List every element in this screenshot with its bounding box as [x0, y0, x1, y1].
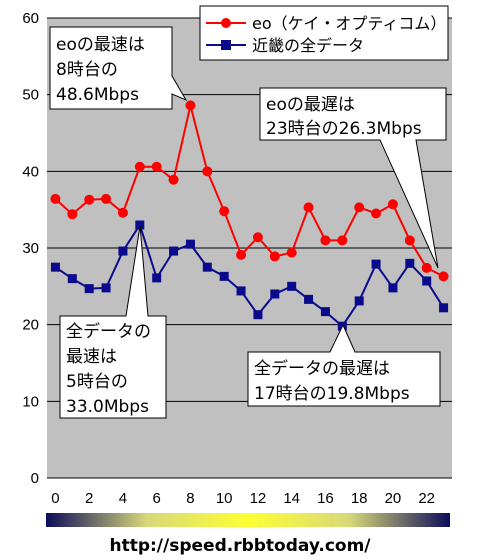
callout-line: 全データの最遅は — [254, 358, 390, 379]
data-point — [439, 303, 449, 313]
y-tick-label: 10 — [22, 393, 39, 410]
x-tick-label: 10 — [216, 490, 233, 507]
callout-box — [247, 323, 441, 407]
x-tick-label: 4 — [119, 490, 127, 507]
callout-box — [59, 225, 167, 419]
x-tick-label: 14 — [283, 490, 300, 507]
data-point — [404, 235, 415, 246]
data-point — [101, 193, 112, 204]
data-point — [303, 202, 314, 213]
data-point — [371, 208, 382, 219]
x-tick-label: 8 — [186, 490, 194, 507]
data-point — [151, 161, 162, 172]
data-point — [337, 235, 348, 246]
data-point — [253, 310, 263, 320]
callout-line: 23時台の26.3Mbps — [266, 119, 422, 139]
legend-label-eo: eo（ケイ・オプティコム） — [252, 14, 446, 33]
speed-chart: 0 10 20 30 40 50 60 0 2 4 6 8 10 12 14 16 18 20 22 eo（ケイ・… — [22, 5, 452, 527]
callout-eo-slowest: eoの最遅は 23時台の26.3Mbps — [259, 87, 447, 269]
data-point — [50, 193, 61, 204]
data-point — [67, 209, 78, 220]
data-point — [168, 174, 179, 185]
y-tick-label: 40 — [22, 163, 39, 180]
data-point — [270, 289, 280, 299]
data-point — [354, 296, 364, 306]
y-tick-label: 60 — [22, 10, 39, 27]
callout-line: 48.6Mbps — [56, 85, 139, 105]
legend: eo（ケイ・オプティコム） 近畿の全データ — [199, 5, 449, 61]
y-tick-label: 20 — [22, 317, 39, 334]
x-tick-label: 0 — [51, 490, 59, 507]
y-tick-label: 0 — [31, 470, 39, 487]
data-point — [84, 194, 95, 205]
callout-line: 17時台の19.8Mbps — [254, 384, 410, 404]
callout-box — [49, 26, 188, 110]
data-point — [320, 235, 331, 246]
data-point — [117, 207, 128, 218]
data-point — [50, 262, 60, 272]
legend-label-all: 近畿の全データ — [252, 36, 364, 55]
callout-line: 33.0Mbps — [66, 397, 149, 417]
x-tick-label: 12 — [250, 490, 267, 507]
data-point — [185, 100, 196, 111]
callout-line: 5時台の — [66, 372, 128, 392]
x-tick-label: 16 — [317, 490, 334, 507]
data-point — [236, 286, 246, 296]
x-tick-label: 22 — [418, 490, 435, 507]
x-tick-label: 20 — [385, 490, 402, 507]
data-point — [219, 271, 229, 281]
data-point — [320, 307, 330, 317]
data-point — [387, 199, 398, 210]
callout-line: 8時台の — [56, 60, 118, 80]
data-point — [118, 246, 128, 256]
y-axis-tick-labels: 0 10 20 30 40 50 60 — [22, 10, 39, 487]
series-kinki-all — [50, 220, 449, 331]
data-point — [135, 220, 145, 230]
callout-box — [259, 87, 447, 269]
callout-line: 全データの — [66, 321, 151, 342]
callout-all-slowest: 全データの最遅は 17時台の19.8Mbps — [247, 323, 441, 407]
y-tick-label: 30 — [22, 240, 39, 257]
data-point — [67, 274, 77, 284]
callout-line: eoの最速は — [56, 35, 145, 55]
x-tick-label: 6 — [153, 490, 161, 507]
legend-marker-eo — [221, 18, 231, 28]
data-point — [304, 294, 314, 304]
x-tick-label: 2 — [85, 490, 93, 507]
data-point — [101, 283, 111, 293]
data-point — [354, 202, 365, 213]
data-point — [236, 249, 247, 260]
source-url: http://speed.rbbtoday.com/ — [109, 536, 371, 556]
legend-box — [199, 5, 449, 61]
data-point — [202, 166, 213, 177]
data-point — [219, 206, 230, 217]
callout-all-fastest: 全データの 最速は 5時台の 33.0Mbps — [59, 225, 167, 419]
time-of-day-bar — [46, 513, 450, 527]
data-point — [438, 271, 449, 282]
data-point — [84, 284, 94, 294]
data-point — [287, 281, 297, 291]
legend-marker-all — [221, 40, 231, 50]
data-point — [371, 259, 381, 269]
series-eo — [50, 100, 449, 282]
data-point — [286, 247, 297, 258]
x-tick-label: 18 — [351, 490, 368, 507]
callout-line: 最速は — [66, 347, 117, 367]
data-point — [388, 283, 398, 293]
data-point — [134, 161, 145, 172]
data-point — [152, 273, 162, 283]
callout-eo-fastest: eoの最速は 8時台の 48.6Mbps — [49, 26, 188, 110]
callout-line: eoの最遅は — [266, 95, 355, 115]
data-point — [252, 232, 263, 243]
data-point — [202, 262, 212, 272]
data-point — [169, 246, 179, 256]
y-tick-label: 50 — [22, 87, 39, 104]
data-point — [405, 258, 415, 268]
data-point — [269, 251, 280, 262]
data-point — [185, 239, 195, 249]
data-point — [421, 262, 432, 273]
x-axis-tick-labels: 0 2 4 6 8 10 12 14 16 18 20 22 — [51, 490, 435, 507]
data-point — [422, 276, 432, 286]
